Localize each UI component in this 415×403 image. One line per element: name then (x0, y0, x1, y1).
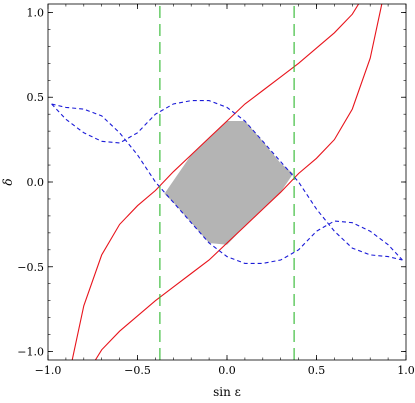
axis-ticks: −1.0 −0.5 0.0 0.5 1.0 −1.0 −0.5 0.0 0.5 1.0 (17, 4, 415, 377)
x-axis-label: sin ε (213, 385, 241, 399)
shaded-region (164, 120, 294, 245)
x-tick-label: 0.5 (308, 364, 326, 377)
series-line-4 (51, 103, 403, 264)
y-axis-label: δ (1, 178, 15, 185)
y-tick-label: 0.5 (27, 91, 45, 104)
x-tick-label: −1.0 (35, 364, 62, 377)
y-tick-label: −0.5 (17, 261, 44, 274)
x-tick-label: 1.0 (397, 364, 415, 377)
series-line-2 (94, 4, 383, 360)
series-line-1 (71, 4, 360, 360)
x-tick-label: 0.0 (218, 364, 236, 377)
x-tick-label: −0.5 (124, 364, 151, 377)
plot-area (51, 4, 403, 360)
series-line-3 (51, 100, 403, 261)
y-tick-label: −1.0 (17, 346, 44, 359)
y-tick-label: 0.0 (27, 176, 45, 189)
y-tick-label: 1.0 (27, 6, 45, 19)
